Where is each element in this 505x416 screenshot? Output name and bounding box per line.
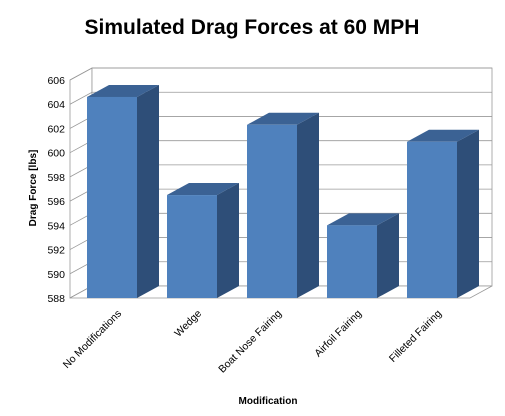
y-tick-label: 602 [47, 123, 65, 135]
bar [167, 183, 239, 298]
bar-side [377, 213, 399, 298]
bar-side [457, 129, 479, 298]
bar-front [327, 225, 377, 298]
gridline [69, 91, 492, 105]
bar [247, 112, 319, 298]
bar-side [137, 84, 159, 298]
y-tick-label: 590 [47, 269, 65, 281]
chart-title: Simulated Drag Forces at 60 MPH [85, 16, 420, 39]
bar-front [167, 195, 217, 298]
bar-front [87, 96, 137, 298]
bar-front [247, 124, 297, 298]
bar-top [407, 129, 479, 142]
bar-front [407, 141, 457, 298]
bar-side [217, 183, 239, 298]
bar-top [327, 213, 399, 226]
x-category-label: Airfoil Fairing [312, 308, 364, 360]
gridline [69, 67, 492, 81]
y-tick-labels: 588 590 592 594 596 598 600 602 604 606 [47, 75, 65, 305]
y-tick-label: 604 [47, 99, 65, 111]
x-category-labels: No Modifications Wedge Boat Nose Fairing Ai… [61, 308, 444, 376]
bar-side [297, 112, 319, 298]
y-tick-label: 598 [47, 172, 65, 184]
x-category-label: Filleted Fairing [387, 308, 444, 365]
x-category-label: Wedge [172, 308, 204, 340]
bar [327, 213, 399, 298]
y-tick-label: 606 [47, 75, 65, 87]
x-axis-title: Modification [239, 396, 298, 407]
y-tick-label: 592 [47, 245, 65, 257]
x-category-label: No Modifications [61, 308, 124, 371]
x-category-label: Boat Nose Fairing [216, 308, 284, 376]
y-axis-title: Drag Force [lbs] [28, 150, 39, 227]
bar-top [167, 183, 239, 196]
bar-top [87, 84, 159, 97]
y-tick-label: 588 [47, 293, 65, 305]
bars-layer [87, 84, 479, 298]
y-tick-label: 600 [47, 148, 65, 160]
y-tick-label: 594 [47, 220, 65, 232]
bar [87, 84, 159, 298]
bar [407, 129, 479, 298]
bar-top [247, 112, 319, 125]
y-tick-label: 596 [47, 196, 65, 208]
